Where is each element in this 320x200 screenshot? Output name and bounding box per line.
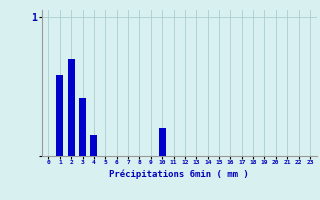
Bar — [68, 59, 75, 156]
Bar — [79, 98, 86, 156]
Bar — [91, 135, 97, 156]
Bar — [56, 75, 63, 156]
X-axis label: Précipitations 6min ( mm ): Précipitations 6min ( mm ) — [109, 169, 249, 179]
Bar — [159, 128, 165, 156]
